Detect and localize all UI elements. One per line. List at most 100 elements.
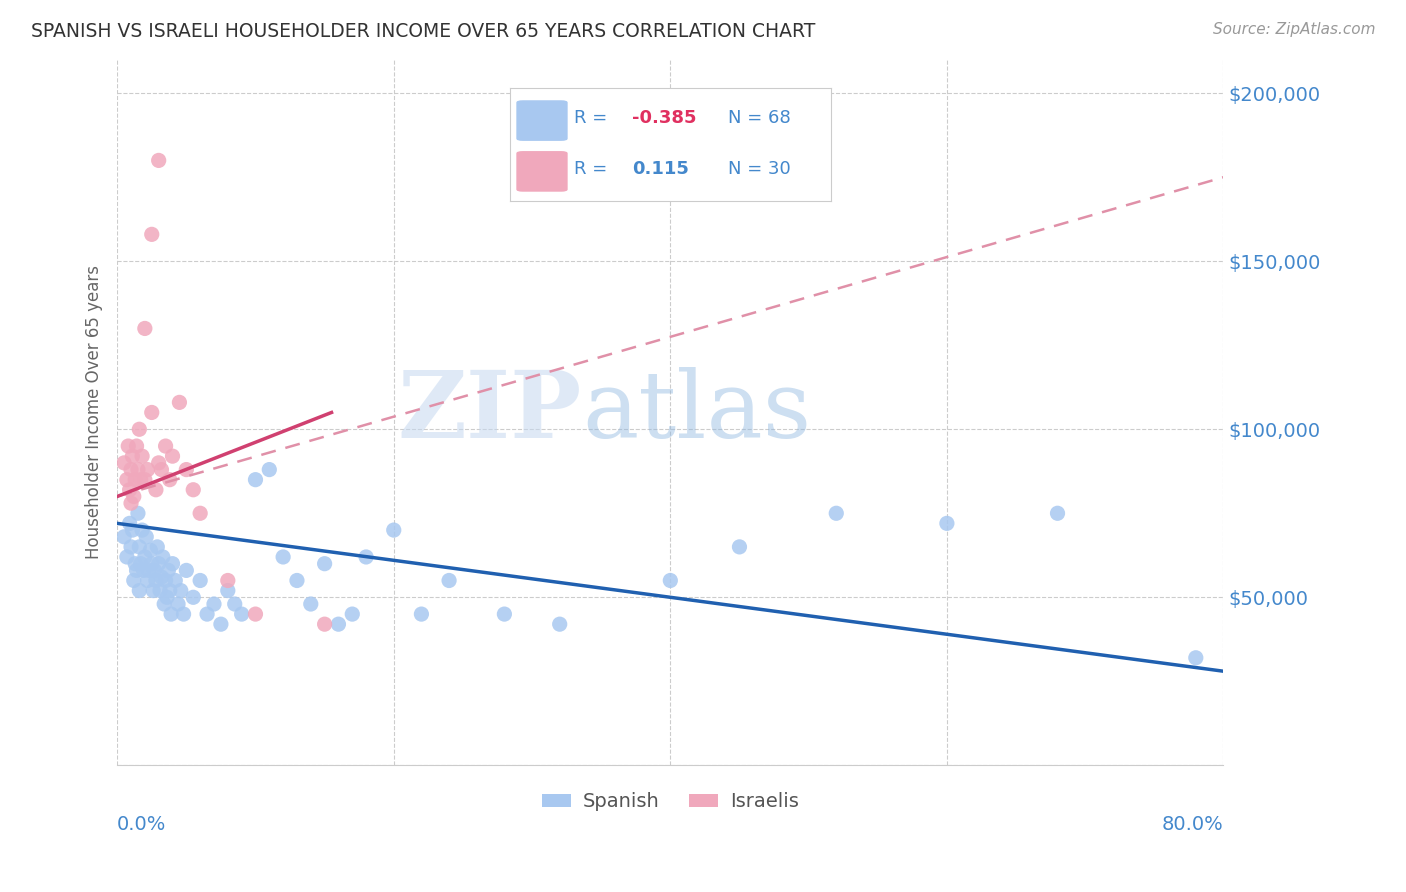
Point	[112, 456, 135, 470]
Point	[118, 516, 141, 531]
Point	[382, 523, 405, 537]
Point	[162, 557, 184, 571]
Point	[141, 557, 163, 571]
Point	[195, 607, 218, 621]
Point	[112, 530, 135, 544]
Point	[156, 591, 179, 605]
Point	[299, 597, 322, 611]
Point	[141, 405, 163, 419]
Point	[314, 617, 336, 632]
Point	[150, 462, 173, 476]
Point	[188, 574, 211, 588]
Point	[167, 597, 190, 611]
Text: 0.0%: 0.0%	[117, 814, 166, 834]
Point	[1046, 506, 1069, 520]
Point	[548, 617, 571, 632]
Point	[285, 574, 308, 588]
Point	[170, 583, 193, 598]
Point	[136, 462, 159, 476]
Point	[115, 549, 138, 564]
Point	[145, 483, 167, 497]
Point	[176, 563, 198, 577]
Point	[148, 456, 170, 470]
Point	[128, 540, 150, 554]
Point	[245, 607, 267, 621]
Point	[129, 557, 152, 571]
Point	[127, 462, 149, 476]
Point	[124, 557, 146, 571]
Point	[188, 506, 211, 520]
Point	[115, 473, 138, 487]
Point	[135, 530, 157, 544]
Point	[181, 483, 204, 497]
Point	[209, 617, 232, 632]
Point	[411, 607, 433, 621]
Point	[134, 473, 156, 487]
Point	[122, 574, 145, 588]
Point	[231, 607, 253, 621]
Point	[202, 597, 225, 611]
Point	[131, 449, 153, 463]
Point	[935, 516, 957, 531]
Point	[162, 449, 184, 463]
Point	[150, 570, 173, 584]
Point	[437, 574, 460, 588]
Text: Source: ZipAtlas.com: Source: ZipAtlas.com	[1212, 22, 1375, 37]
Point	[328, 617, 350, 632]
Point	[153, 597, 176, 611]
Text: ZIP: ZIP	[398, 368, 582, 458]
Point	[342, 607, 364, 621]
Point	[128, 422, 150, 436]
Point	[128, 583, 150, 598]
Point	[152, 549, 174, 564]
Point	[165, 574, 187, 588]
Point	[181, 591, 204, 605]
Point	[120, 540, 142, 554]
Point	[143, 563, 166, 577]
Point	[120, 496, 142, 510]
Point	[217, 583, 239, 598]
Point	[176, 462, 198, 476]
Point	[173, 607, 195, 621]
Point	[139, 543, 162, 558]
Point	[494, 607, 516, 621]
Point	[728, 540, 751, 554]
Point	[136, 574, 159, 588]
Point	[125, 439, 148, 453]
Point	[155, 439, 177, 453]
Point	[1185, 650, 1208, 665]
Point	[118, 483, 141, 497]
Point	[157, 563, 180, 577]
Point	[159, 473, 181, 487]
Point	[124, 473, 146, 487]
Point	[121, 523, 143, 537]
Point	[149, 583, 172, 598]
Point	[148, 153, 170, 168]
Point	[132, 563, 155, 577]
Point	[134, 549, 156, 564]
Point	[141, 227, 163, 242]
Point	[160, 607, 183, 621]
Point	[125, 563, 148, 577]
Point	[131, 523, 153, 537]
Point	[217, 574, 239, 588]
Point	[224, 597, 246, 611]
Point	[122, 490, 145, 504]
Point	[145, 574, 167, 588]
Point	[121, 449, 143, 463]
Point	[127, 506, 149, 520]
Point	[117, 439, 139, 453]
Legend: Spanish, Israelis: Spanish, Israelis	[534, 785, 806, 819]
Point	[129, 473, 152, 487]
Point	[169, 395, 191, 409]
Text: atlas: atlas	[582, 368, 811, 458]
Point	[314, 557, 336, 571]
Point	[148, 557, 170, 571]
Y-axis label: Householder Income Over 65 years: Householder Income Over 65 years	[86, 266, 103, 559]
Point	[354, 549, 377, 564]
Point	[146, 540, 169, 554]
Point	[245, 473, 267, 487]
Point	[142, 583, 165, 598]
Point	[659, 574, 682, 588]
Point	[155, 574, 177, 588]
